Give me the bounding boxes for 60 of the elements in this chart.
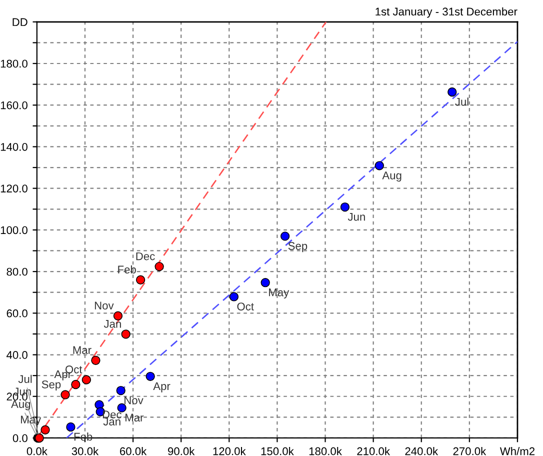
point <box>82 375 92 384</box>
point <box>146 372 155 381</box>
x-tick-label: 0.0k <box>26 447 48 456</box>
point <box>229 292 239 302</box>
annotation: Jul <box>455 98 468 106</box>
x-tick-label: 120.0k <box>213 447 246 456</box>
annotation: Sep <box>288 242 308 252</box>
point <box>71 380 80 390</box>
point <box>66 422 76 432</box>
x-tick-label: 210.0k <box>357 447 390 456</box>
y-tick-label: 80.0 <box>6 268 28 276</box>
chart-subtitle: 1st January - 31st December <box>376 7 518 18</box>
annotation: Sep <box>42 380 61 391</box>
x-tick-label: 240.0k <box>405 447 438 456</box>
point <box>34 433 44 443</box>
point <box>60 390 70 400</box>
annotation: Feb <box>118 265 136 274</box>
annotation: Jan <box>104 320 121 328</box>
x-tick-label: Wh/m2 <box>500 447 535 456</box>
y-tick-label: 100.0 <box>0 226 28 234</box>
annotation: Apr <box>153 382 170 392</box>
annotation: Jan <box>103 418 120 426</box>
annotation: Mar <box>126 414 144 422</box>
point <box>113 311 123 320</box>
annotation: Oct <box>237 302 254 310</box>
x-tick-label: 60.0k <box>120 447 147 456</box>
point <box>340 202 350 212</box>
point <box>154 262 164 272</box>
annotation: Jun <box>348 213 365 221</box>
point <box>280 232 290 241</box>
point <box>91 356 100 365</box>
point <box>121 330 130 339</box>
y-tick-label: DD <box>12 18 28 26</box>
annotation: Mar <box>73 346 92 354</box>
x-tick-label: 150.0k <box>261 447 294 456</box>
annotation: Aug <box>382 172 402 182</box>
y-tick-label: 60.0 <box>6 309 28 318</box>
annotation: Nov <box>94 302 114 310</box>
y-tick-label: 0.0 <box>12 434 28 442</box>
x-tick-label: 90.0k <box>168 447 195 456</box>
annotation: May <box>269 288 290 298</box>
annotation: Dec <box>102 410 122 418</box>
y-tick-label: 40.0 <box>6 351 28 359</box>
point <box>116 386 126 396</box>
y-tick-label: 140.0 <box>0 142 28 151</box>
point <box>136 275 146 284</box>
annotation: Dec <box>136 252 155 260</box>
annotation: Nov <box>124 396 144 404</box>
annotation: Aug <box>11 400 30 410</box>
x-tick-label: 270.0k <box>453 447 486 456</box>
point <box>40 425 50 434</box>
point <box>260 278 270 288</box>
y-tick-label: 160.0 <box>0 101 28 110</box>
y-tick-label: 180.0 <box>0 60 28 68</box>
annotation: Jul <box>18 374 32 384</box>
x-tick-label: 180.0k <box>309 447 342 456</box>
x-tick-label: 30.0k <box>72 447 99 456</box>
point <box>448 87 457 97</box>
y-tick-label: 120.0 <box>0 184 28 192</box>
point <box>374 161 384 170</box>
